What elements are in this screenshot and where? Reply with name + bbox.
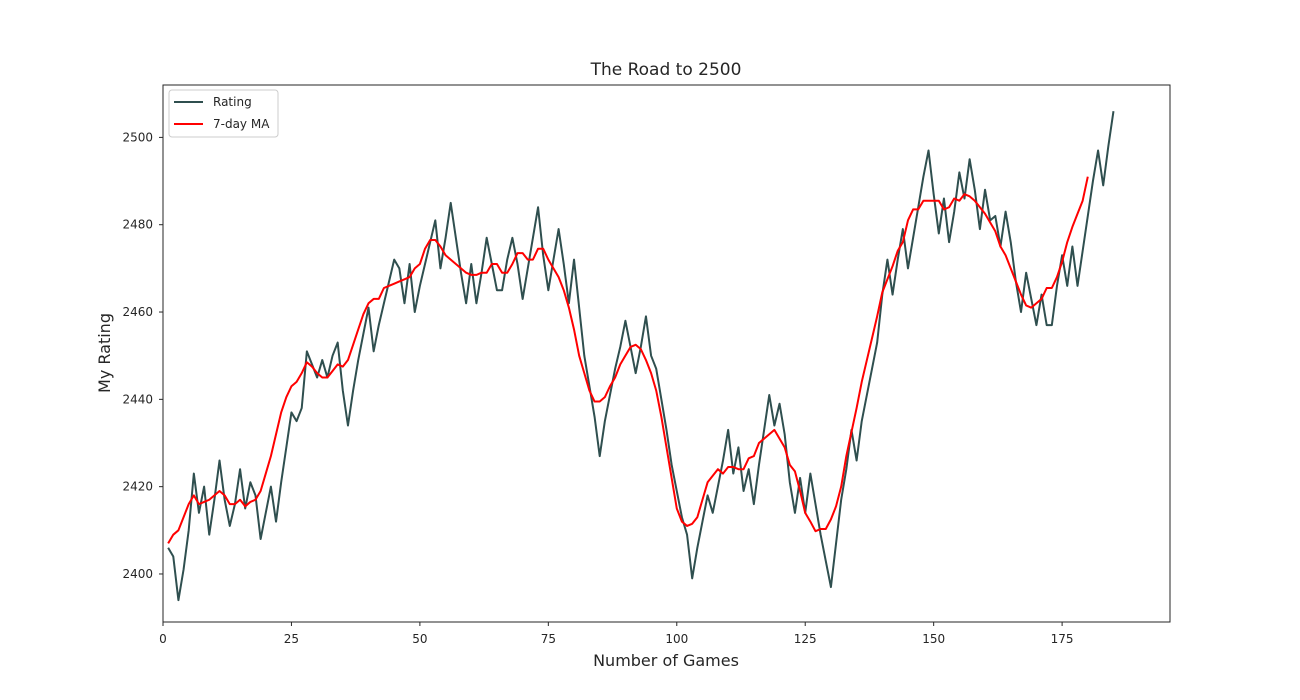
y-tick-label: 2480	[122, 218, 153, 232]
legend: Rating 7-day MA	[168, 89, 279, 138]
x-tick-label: 75	[541, 632, 556, 646]
chart-title: The Road to 2500	[590, 60, 742, 80]
y-tick-label: 2500	[122, 130, 153, 144]
y-tick-label: 2440	[122, 392, 153, 406]
y-axis-label: My Rating	[95, 313, 114, 393]
x-tick-label: 25	[284, 632, 299, 646]
x-tick-label: 150	[922, 632, 945, 646]
x-tick-label: 50	[412, 632, 427, 646]
x-tick-label: 100	[665, 632, 688, 646]
plot-frame	[162, 84, 1171, 623]
legend-ma-label: 7-day MA	[213, 117, 270, 131]
legend-rating-label: Rating	[213, 95, 252, 109]
y-tick-label: 2460	[122, 305, 153, 319]
x-tick-label: 175	[1051, 632, 1074, 646]
x-tick-label: 125	[794, 632, 817, 646]
series-layer	[167, 111, 1115, 602]
x-axis-ticks: 0 25 50 75 100 125 150 175	[159, 622, 1074, 646]
y-axis-ticks: 2400 2420 2440 2460 2480 2500	[122, 130, 163, 581]
y-tick-label: 2400	[122, 567, 153, 581]
y-tick-label: 2420	[122, 480, 153, 494]
x-axis-label: Number of Games	[593, 651, 739, 670]
x-tick-label: 0	[159, 632, 167, 646]
series-line-7-day-ma	[167, 176, 1089, 544]
